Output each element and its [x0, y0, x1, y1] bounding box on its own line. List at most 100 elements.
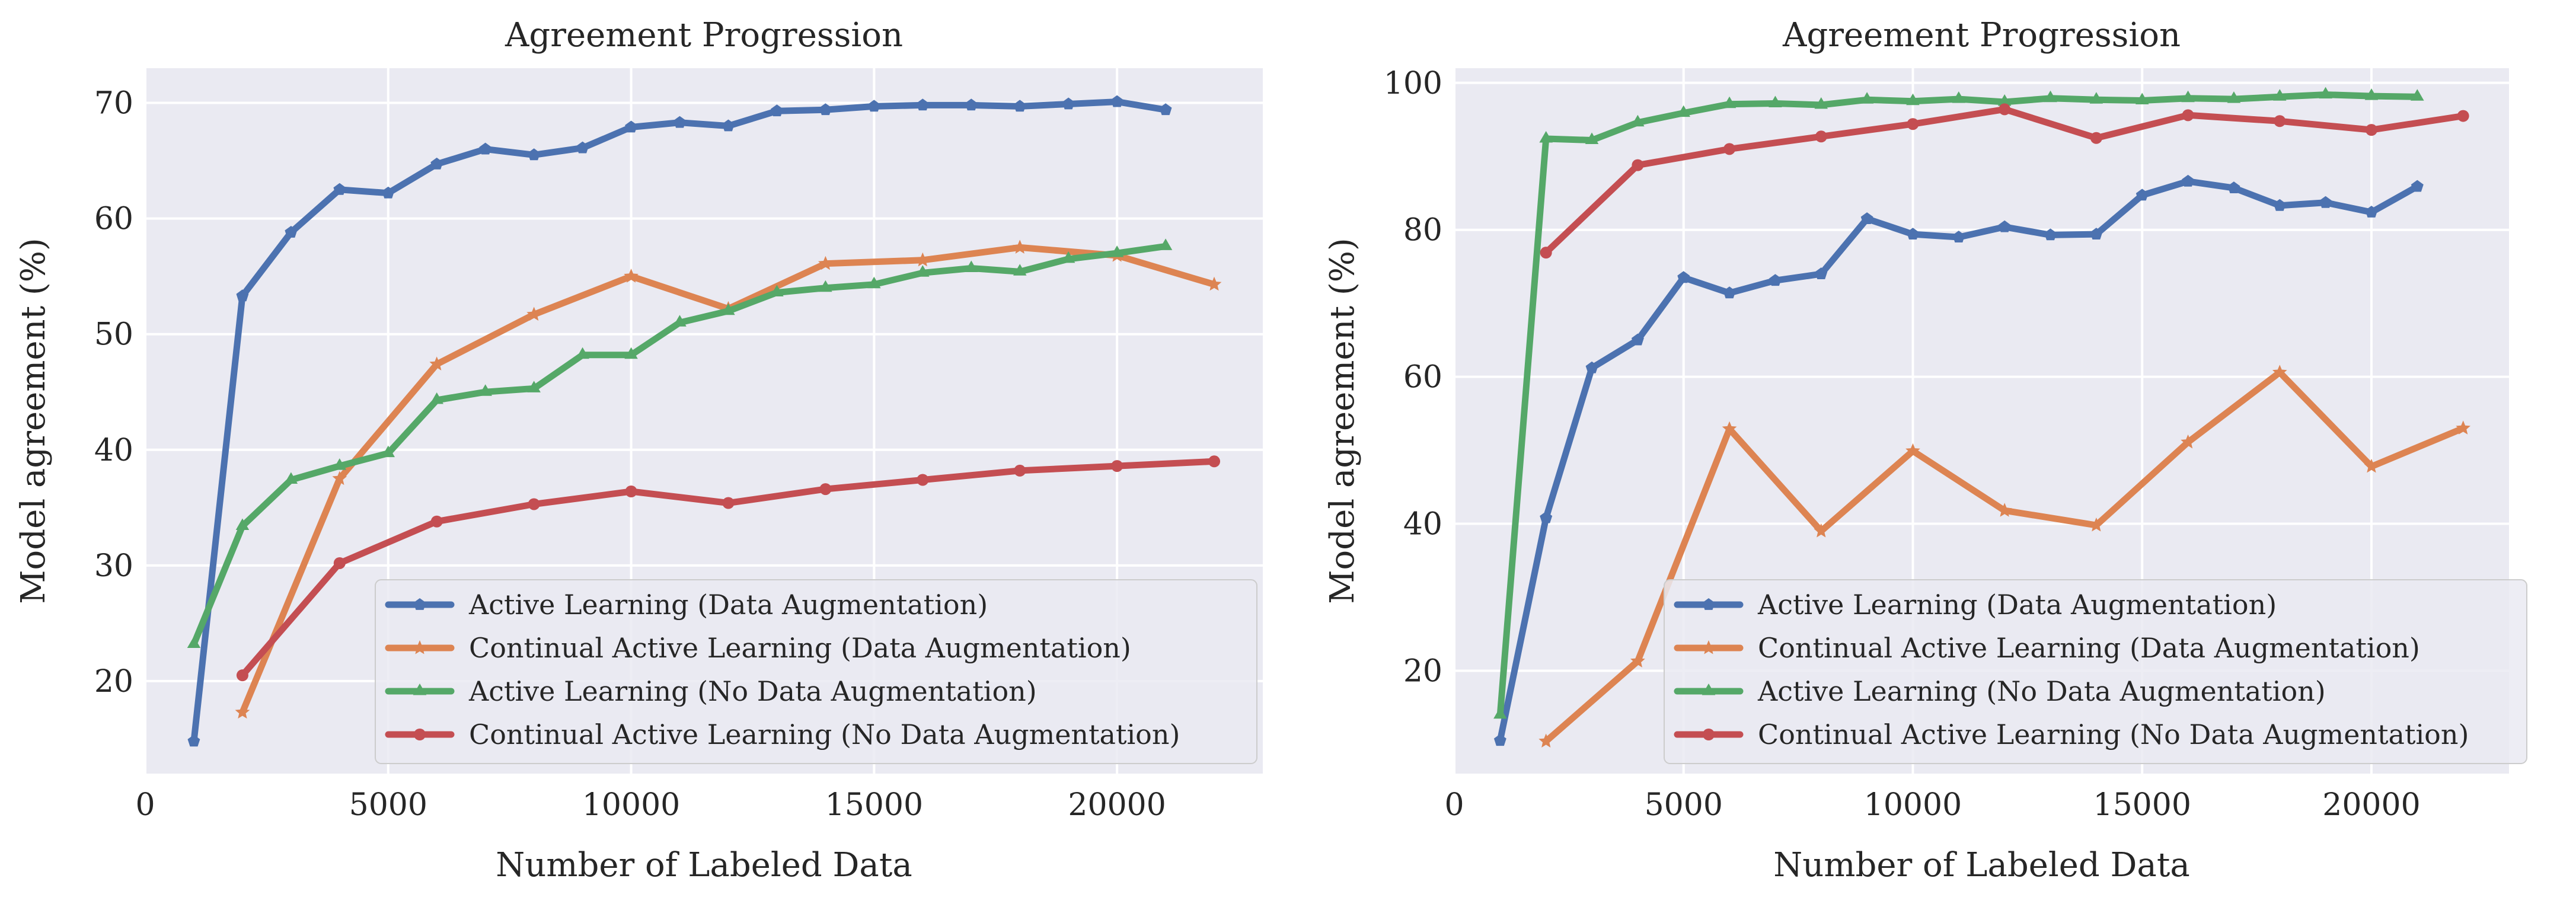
y-tick-label: 70	[94, 86, 133, 122]
x-tick-label: 20000	[2322, 787, 2420, 823]
data-point	[1814, 97, 1828, 109]
data-point	[624, 269, 639, 283]
data-point	[1906, 93, 1920, 106]
legend-item: Active Learning (Data Augmentation)	[1674, 589, 2277, 621]
x-tick-label: 0	[135, 787, 155, 823]
y-tick-label: 60	[1403, 360, 1442, 395]
series-active-learning-no-data-augmentation	[1493, 87, 2424, 719]
series-active-learning-data-augmentation	[187, 95, 1172, 747]
y-axis-label: Model agreement (%)	[1323, 238, 1362, 604]
data-point	[1062, 97, 1075, 110]
legend-item: Continual Active Learning (No Data Augme…	[1674, 718, 2469, 750]
legend-swatch-marker	[414, 729, 426, 740]
legend-label: Active Learning (Data Augmentation)	[468, 589, 988, 621]
chart-panel-2: 0 5000 10000 15000 20000 20 40 60 80 100 Agreement…	[1323, 16, 2527, 884]
data-point	[1493, 734, 1506, 746]
y-tick-label: 30	[94, 548, 133, 584]
series-continual-active-learning-no-data-augmentation	[236, 455, 1221, 682]
data-point	[818, 256, 833, 270]
data-point	[285, 226, 298, 238]
data-point	[1997, 94, 2012, 106]
legend-label: Continual Active Learning (No Data Augme…	[469, 718, 1180, 750]
data-point	[2411, 89, 2424, 101]
legend-label: Active Learning (Data Augmentation)	[1757, 589, 2277, 621]
legend-item: Active Learning (Data Augmentation)	[385, 589, 988, 621]
data-point	[2272, 365, 2287, 379]
data-point	[1907, 118, 1919, 130]
data-point	[722, 497, 735, 509]
legend-item: Continual Active Learning (Data Augmenta…	[1674, 632, 2420, 664]
legend-label: Continual Active Learning (No Data Augme…	[1758, 718, 2469, 750]
data-point	[429, 356, 445, 371]
data-point	[528, 148, 541, 161]
data-point	[625, 120, 637, 133]
data-point	[771, 104, 783, 117]
data-point	[1540, 247, 1552, 259]
data-point	[236, 289, 249, 302]
data-point	[382, 186, 395, 199]
data-point	[1013, 100, 1026, 112]
data-point	[2089, 92, 2103, 104]
legend-item: Continual Active Learning (Data Augmenta…	[385, 632, 1131, 664]
data-point	[2364, 88, 2379, 100]
data-point	[235, 518, 250, 530]
data-point	[1952, 231, 1965, 242]
data-point	[2364, 458, 2379, 473]
data-point	[2089, 518, 2104, 532]
x-tick-label: 20000	[1068, 787, 1166, 823]
x-axis-label: Number of Labeled Data	[1773, 846, 2189, 884]
x-tick-label: 10000	[1864, 787, 1962, 823]
data-point	[527, 381, 541, 392]
data-point	[1208, 455, 1221, 468]
data-point	[916, 98, 929, 111]
data-point	[2274, 115, 2286, 127]
data-point	[1952, 91, 1966, 103]
data-point	[333, 557, 346, 569]
y-tick-label: 100	[1384, 66, 1442, 101]
y-tick-label: 40	[94, 433, 133, 468]
data-point	[2273, 199, 2286, 211]
data-point	[1677, 105, 1690, 117]
legend-label: Active Learning (No Data Augmentation)	[468, 675, 1037, 707]
data-point	[2044, 228, 2057, 241]
series-continual-active-learning-no-data-augmentation	[1540, 103, 2469, 259]
data-point	[1814, 523, 1829, 538]
legend-item: Active Learning (No Data Augmentation)	[385, 675, 1037, 707]
data-point	[1630, 653, 1645, 668]
legend-label: Active Learning (No Data Augmentation)	[1757, 675, 2326, 707]
data-point	[2227, 91, 2241, 103]
data-point	[284, 472, 298, 484]
data-point	[1540, 511, 1553, 523]
y-axis-label: Model agreement (%)	[14, 238, 53, 604]
data-point	[2090, 228, 2103, 239]
data-point	[1110, 95, 1123, 107]
x-tick-label: 5000	[349, 787, 427, 823]
data-point	[2365, 206, 2378, 218]
data-point	[770, 285, 784, 296]
data-point	[1999, 103, 2011, 116]
data-point	[2456, 420, 2470, 435]
data-point	[1631, 114, 1645, 127]
data-point	[1815, 267, 1828, 279]
data-point	[1905, 443, 1920, 458]
y-tick-label: 50	[94, 317, 133, 353]
data-point	[1860, 92, 1874, 104]
data-point	[333, 458, 347, 470]
data-point	[1538, 733, 1554, 748]
data-point	[2411, 180, 2424, 192]
chart-panel-1: 0 5000 10000 15000 20000 20 30 40 50 60 70 Agreemen…	[14, 16, 1263, 884]
data-point	[2457, 110, 2469, 122]
legend-swatch-marker	[1701, 640, 1716, 654]
data-point	[381, 445, 395, 458]
data-point	[1722, 421, 1737, 436]
legend-label: Continual Active Learning (Data Augmenta…	[1758, 632, 2420, 664]
data-point	[576, 141, 589, 154]
legend-swatch-marker	[412, 640, 427, 654]
data-point	[235, 704, 250, 719]
data-point	[915, 252, 930, 267]
data-point	[916, 265, 930, 277]
data-point	[1014, 464, 1026, 477]
data-point	[2044, 90, 2057, 103]
data-point	[2090, 132, 2102, 144]
